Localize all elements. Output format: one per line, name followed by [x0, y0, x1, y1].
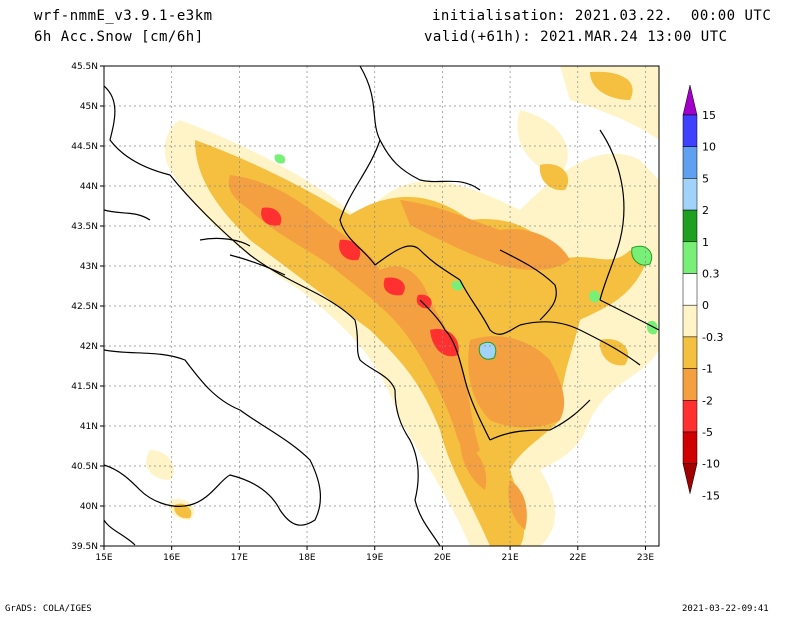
footer-date: 2021-03-22-09:41: [682, 604, 769, 614]
longitude-labels: 15E 16E 17E 18E 19E 20E 21E 22E 23E: [95, 546, 654, 563]
lon-tick-label: 20E: [434, 553, 451, 563]
lat-tick-label: 40.5N: [71, 462, 98, 472]
model-title: wrf-nmmE_v3.9.1-e3km: [34, 8, 213, 24]
colorbar-swatch: [682, 241, 698, 274]
lon-tick-label: 16E: [163, 553, 180, 563]
colorbar-top-arrow: [682, 84, 698, 116]
colorbar-swatch: [682, 114, 698, 147]
snow-green-spots: [274, 154, 658, 360]
lat-tick-label: 40N: [80, 502, 98, 512]
colorbar-swatch: [682, 336, 698, 369]
lon-tick-label: 18E: [298, 553, 315, 563]
colorbar-label: 2: [702, 204, 709, 217]
valid-time: valid(+61h): 2021.MAR.24 13:00 UTC: [424, 29, 728, 45]
lat-tick-label: 41.5N: [71, 382, 98, 392]
colorbar: 15 10 5 2 1 0.3 0 -0.3 -1 -2 -5 -10 -15: [682, 84, 723, 502]
lat-tick-label: 41N: [80, 422, 98, 432]
lat-tick-label: 42N: [80, 342, 98, 352]
lat-tick-label: 45N: [80, 102, 98, 112]
lat-tick-label: 44.5N: [71, 142, 98, 152]
lat-tick-label: 45.5N: [71, 62, 98, 72]
colorbar-swatch: [682, 400, 698, 433]
colorbar-swatch: [682, 368, 698, 401]
footer-grads: GrADS: COLA/IGES: [5, 604, 92, 614]
colorbar-label: 15: [702, 109, 716, 122]
lon-tick-label: 19E: [366, 553, 383, 563]
colorbar-label: 1: [702, 236, 709, 249]
colorbar-label: 0: [702, 299, 709, 312]
lat-tick-label: 44N: [80, 182, 98, 192]
colorbar-label: -1: [702, 363, 713, 376]
latitude-labels: 45.5N 45N 44.5N 44N 43.5N 43N 42.5N 42N 41.5N 41N…: [71, 62, 104, 552]
lat-tick-label: 42.5N: [71, 302, 98, 312]
colorbar-label: 10: [702, 141, 716, 154]
colorbar-swatch: [682, 146, 698, 179]
colorbar-label: 0.3: [702, 268, 720, 281]
colorbar-swatch: [682, 178, 698, 211]
colorbar-label: -5: [702, 426, 713, 439]
lon-tick-label: 22E: [569, 553, 586, 563]
field-title: 6h Acc.Snow [cm/6h]: [34, 29, 204, 45]
colorbar-bottom-arrow: [682, 463, 698, 494]
lat-tick-label: 39.5N: [71, 542, 98, 552]
colorbar-label: -0.3: [702, 331, 723, 344]
colorbar-label: 5: [702, 172, 709, 185]
colorbar-swatch: [682, 431, 698, 464]
lon-tick-label: 15E: [95, 553, 112, 563]
colorbar-label: -15: [702, 489, 720, 502]
country-borders: [339, 66, 659, 441]
lat-tick-label: 43.5N: [71, 222, 98, 232]
colorbar-swatch: [682, 273, 698, 306]
colorbar-swatch: [682, 304, 698, 338]
colorbar-label: -2: [702, 394, 713, 407]
lat-tick-label: 43N: [80, 262, 98, 272]
lon-tick-label: 21E: [502, 553, 519, 563]
snow-field: [146, 66, 659, 546]
lon-tick-label: 17E: [231, 553, 248, 563]
colorbar-swatch: [682, 209, 698, 243]
snow-red-areas: [261, 207, 459, 357]
lon-tick-label: 23E: [637, 553, 654, 563]
colorbar-label: -10: [702, 458, 720, 471]
coastlines: [104, 85, 441, 546]
initialisation-time: initialisation: 2021.03.22. 00:00 UTC: [432, 8, 772, 24]
